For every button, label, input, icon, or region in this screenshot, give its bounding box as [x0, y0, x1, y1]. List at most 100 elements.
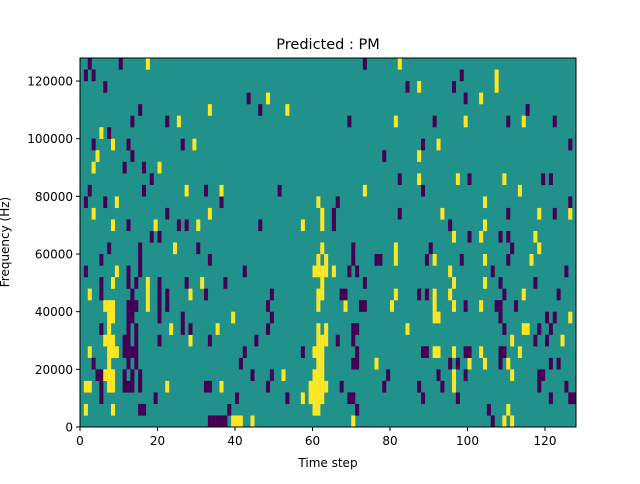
heatmap-cell-low — [157, 300, 162, 312]
heatmap-cell-low — [126, 265, 131, 278]
heatmap-cell-low — [541, 173, 546, 185]
heatmap-cell-low — [548, 323, 553, 335]
heatmap-cell-low — [258, 219, 263, 232]
heatmap-cell-low — [238, 357, 243, 370]
heatmap-cell-high — [219, 184, 224, 197]
heatmap-cell-low — [242, 265, 247, 278]
heatmap-cell-low — [180, 311, 185, 324]
heatmap-cell-high — [525, 323, 530, 335]
heatmap-cell-high — [483, 277, 488, 289]
heatmap-cell-low — [359, 300, 364, 312]
heatmap-cell-low — [428, 242, 433, 255]
heatmap-cell-low — [490, 415, 495, 428]
heatmap-cell-high — [417, 150, 422, 162]
heatmap-cell-high — [452, 346, 457, 358]
heatmap-cell-high — [316, 323, 321, 335]
heatmap-cell-high — [316, 254, 321, 266]
x-tick-label: 120 — [534, 434, 557, 448]
heatmap-cell-high — [320, 288, 325, 301]
heatmap-cell-low — [130, 288, 135, 301]
heatmap-cell-low — [138, 369, 143, 382]
heatmap-cell-low — [331, 207, 336, 220]
heatmap-cell-high — [111, 346, 116, 358]
heatmap-cell-high — [145, 300, 150, 312]
heatmap-cell-high — [316, 357, 321, 370]
heatmap-cell-high — [320, 392, 325, 405]
heatmap-cell-low — [502, 288, 507, 301]
heatmap-cell-low — [568, 138, 573, 151]
heatmap-cell-low — [250, 369, 255, 382]
heatmap-cell-low — [184, 219, 189, 232]
heatmap-cell-low — [83, 69, 88, 82]
heatmap-cell-high — [483, 219, 488, 232]
y-axis-label: Frequency (Hz) — [0, 197, 12, 288]
heatmap-cell-high — [432, 311, 437, 324]
heatmap-cell-high — [111, 311, 116, 324]
heatmap-cell-low — [335, 196, 340, 209]
heatmap-cell-low — [99, 254, 104, 266]
heatmap-cell-high — [83, 403, 88, 416]
heatmap-cell-low — [382, 150, 387, 162]
heatmap-cell-high — [95, 150, 100, 162]
heatmap-cell-low — [362, 277, 367, 289]
y-tick-label: 20000 — [35, 363, 73, 377]
heatmap-cell-high — [331, 265, 336, 278]
heatmap-cell-low — [207, 415, 212, 428]
heatmap-cell-low — [467, 230, 472, 243]
heatmap-cell-low — [568, 196, 573, 209]
heatmap-cell-low — [126, 346, 131, 358]
heatmap-cell-low — [498, 230, 503, 243]
heatmap-cell-low — [498, 357, 503, 370]
heatmap-cell-low — [424, 254, 429, 266]
heatmap-cell-low — [207, 334, 212, 347]
heatmap-cell-low — [552, 311, 557, 324]
heatmap-cell-low — [300, 346, 305, 358]
heatmap-cell-low — [514, 300, 519, 312]
heatmap-cell-low — [223, 415, 228, 428]
heatmap-cell-low — [99, 369, 104, 382]
heatmap-cell-high — [87, 346, 92, 358]
y-tick-label: 0 — [65, 421, 73, 435]
heatmap-cell-low — [498, 311, 503, 324]
heatmap-cell-high — [169, 323, 174, 335]
heatmap-cell-low — [417, 288, 422, 301]
heatmap-cell-low — [157, 230, 162, 243]
heatmap-cell-high — [324, 265, 329, 278]
heatmap-cell-low — [165, 288, 170, 301]
heatmap-cell-high — [207, 104, 212, 116]
heatmap-cell-low — [99, 288, 104, 301]
heatmap-cell-low — [486, 403, 491, 416]
heatmap-cell-low — [219, 415, 224, 428]
heatmap-cell-low — [207, 380, 212, 393]
heatmap-cell-high — [184, 184, 189, 197]
heatmap-cell-low — [510, 242, 515, 255]
x-tick-label: 20 — [150, 434, 165, 448]
heatmap-cell-high — [568, 207, 573, 220]
heatmap-cell-low — [165, 300, 170, 312]
heatmap-cell-high — [312, 346, 317, 358]
heatmap-cell-low — [91, 138, 96, 151]
heatmap-cell-low — [545, 334, 550, 347]
heatmap-cell-low — [548, 392, 553, 405]
heatmap-cell-high — [510, 334, 515, 347]
heatmap-cell-low — [552, 115, 557, 128]
heatmap-cell-high — [111, 334, 116, 347]
heatmap-cell-high — [521, 115, 526, 128]
heatmap-cell-high — [510, 415, 515, 428]
heatmap-cell-low — [157, 311, 162, 324]
heatmap-cell-low — [134, 323, 139, 335]
heatmap-cell-high — [320, 346, 325, 358]
heatmap-cell-high — [111, 219, 116, 232]
heatmap-cell-low — [537, 380, 542, 393]
heatmap-cell-low — [126, 277, 131, 289]
heatmap-cell-high — [533, 230, 538, 243]
heatmap-cell-low — [95, 369, 100, 382]
heatmap-cell-low — [417, 380, 422, 393]
heatmap-cell-high — [207, 207, 212, 220]
heatmap-cell-low — [157, 277, 162, 289]
heatmap-cell-high — [200, 277, 205, 289]
heatmap-cell-low — [99, 380, 104, 393]
heatmap-cell-low — [258, 104, 263, 116]
heatmap-cell-low — [498, 277, 503, 289]
heatmap-cell-low — [126, 311, 131, 324]
